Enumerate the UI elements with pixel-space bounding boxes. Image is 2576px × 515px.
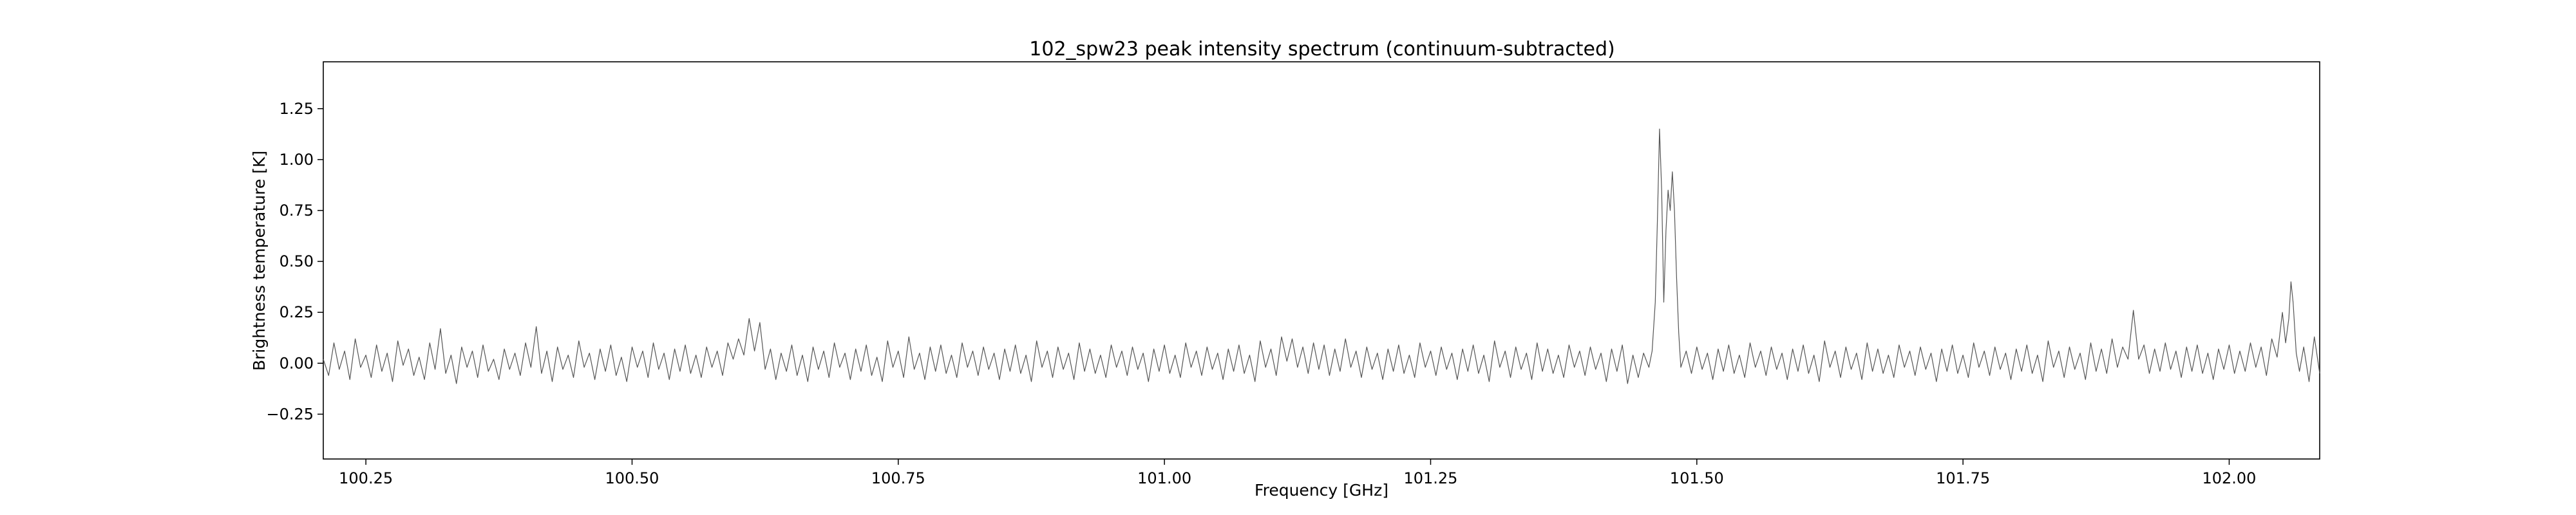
y-tick-label: 1.25 [279, 100, 314, 118]
y-tick-label: 0.00 [279, 354, 314, 372]
x-tick-label: 100.75 [871, 469, 925, 487]
x-tick-label: 101.00 [1137, 469, 1191, 487]
y-tick-label: −0.25 [266, 405, 314, 423]
x-axis: 100.25 100.50 100.75 101.00 101.25 101.50 101.… [339, 459, 2256, 487]
y-tick-label: 1.00 [279, 151, 314, 169]
y-tick-label: 0.75 [279, 201, 314, 220]
chart-title: 102_spw23 peak intensity spectrum (conti… [1029, 38, 1615, 61]
y-axis: −0.25 0.00 0.25 0.50 0.75 1.00 1.25 [266, 100, 323, 423]
spectrum-line [323, 128, 2320, 384]
y-axis-label: Brightness temperature [K] [250, 151, 269, 371]
y-tick-label: 0.50 [279, 252, 314, 270]
x-tick-label: 102.00 [2202, 469, 2256, 487]
x-tick-label: 100.50 [605, 469, 659, 487]
x-tick-label: 101.25 [1403, 469, 1457, 487]
x-axis-label: Frequency [GHz] [1255, 481, 1388, 500]
x-tick-label: 101.50 [1670, 469, 1724, 487]
x-tick-label: 100.25 [339, 469, 393, 487]
y-tick-label: 0.25 [279, 303, 314, 321]
plot-area [323, 61, 2320, 460]
plot-frame [323, 61, 2320, 460]
x-tick-label: 101.75 [1936, 469, 1990, 487]
